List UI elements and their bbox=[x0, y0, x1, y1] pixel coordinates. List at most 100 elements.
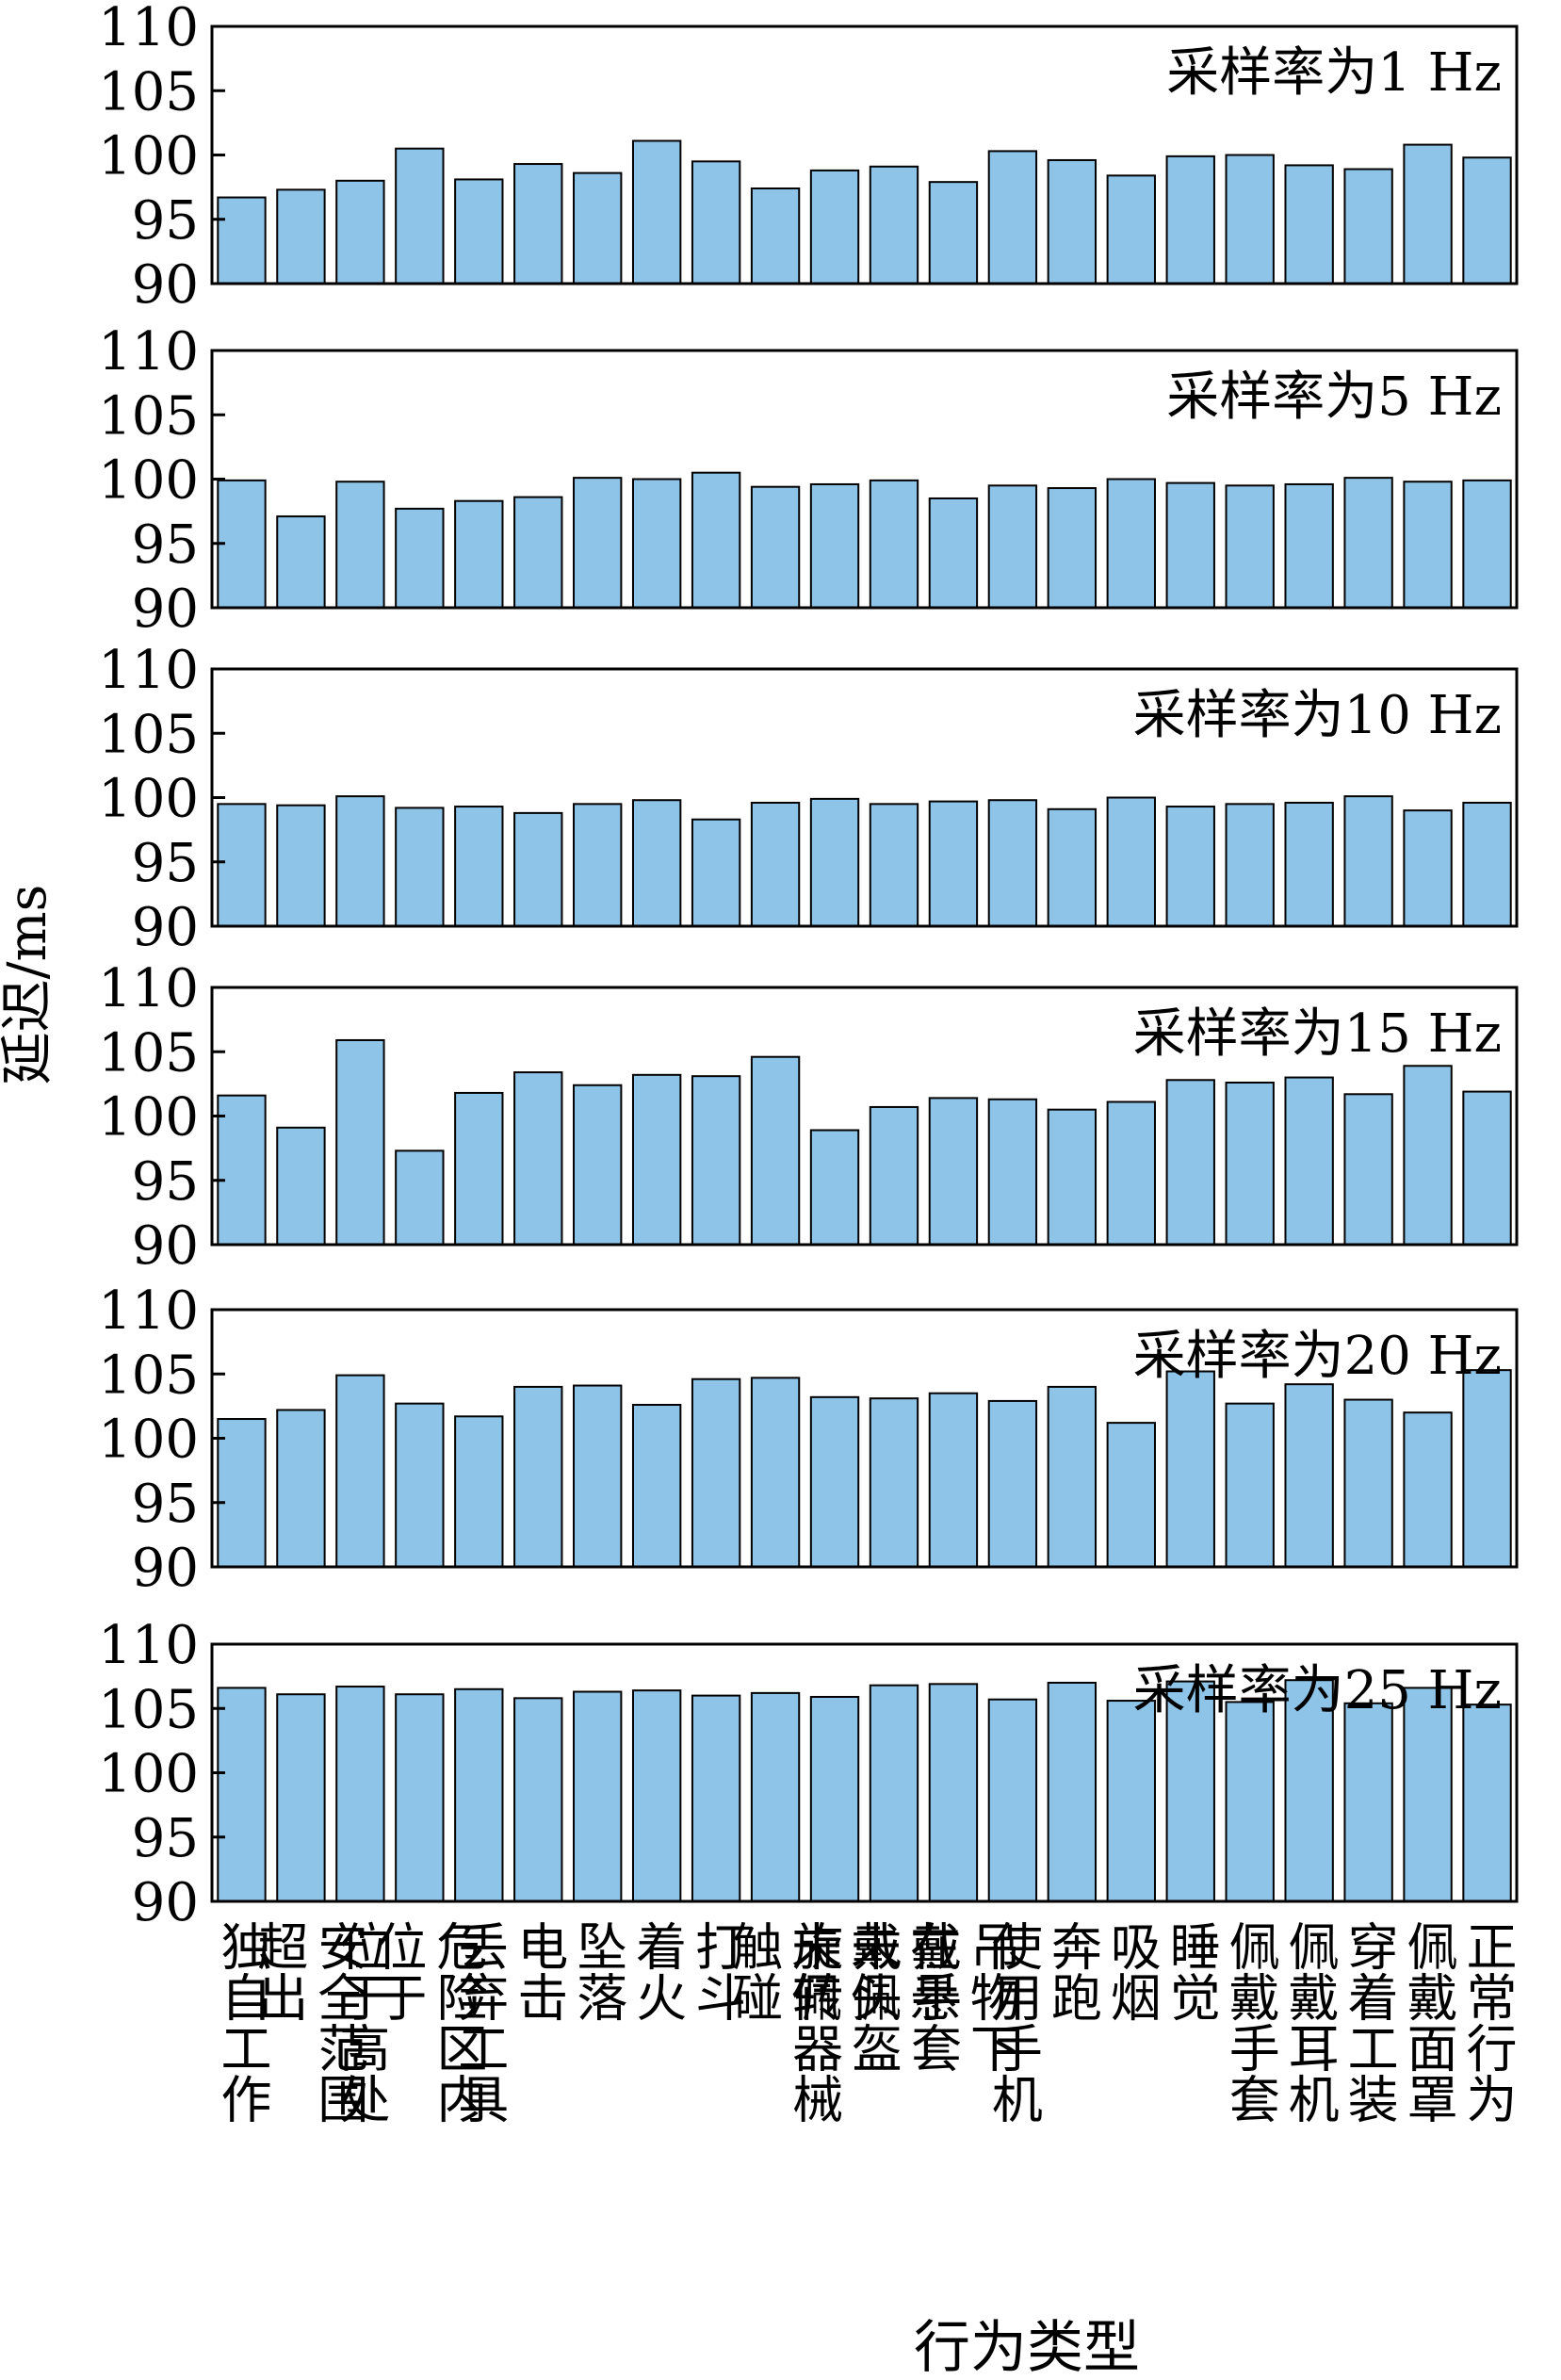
bar bbox=[395, 1149, 445, 1246]
x-tick-label: 佩戴面罩 bbox=[1398, 1920, 1457, 2124]
y-tick-label: 105 bbox=[98, 1345, 199, 1406]
bar bbox=[395, 147, 445, 285]
bar bbox=[869, 165, 919, 285]
bar bbox=[631, 1073, 682, 1246]
x-tick-label: 使用手机 bbox=[983, 1920, 1042, 2124]
bar bbox=[1106, 1422, 1156, 1568]
bar bbox=[335, 1686, 385, 1903]
bar bbox=[1343, 795, 1393, 928]
bar bbox=[809, 482, 860, 610]
bar bbox=[1225, 1082, 1275, 1247]
x-tick-label: 未佩 bbox=[841, 1920, 901, 2022]
bar bbox=[1047, 1108, 1098, 1247]
bar bbox=[1462, 1703, 1512, 1903]
y-tick-label: 110 bbox=[98, 1615, 199, 1676]
y-tick-label: 105 bbox=[98, 385, 199, 447]
bar bbox=[987, 484, 1038, 610]
bar bbox=[395, 1693, 445, 1902]
bar bbox=[1165, 1079, 1215, 1247]
bar bbox=[1284, 1383, 1334, 1569]
panel-title: 采样率为10 Hz bbox=[1133, 685, 1502, 746]
bar bbox=[276, 1693, 326, 1902]
bar bbox=[750, 485, 801, 609]
bar bbox=[987, 1098, 1038, 1246]
y-tick-label: 90 bbox=[132, 579, 199, 640]
y-tick-label: 90 bbox=[132, 254, 199, 316]
bar bbox=[928, 1097, 979, 1247]
bar bbox=[335, 1374, 385, 1568]
bar bbox=[573, 1384, 623, 1569]
bar bbox=[335, 179, 385, 285]
x-tick-label: 打斗 bbox=[687, 1920, 746, 2022]
y-tick-label: 95 bbox=[132, 514, 199, 576]
bar bbox=[1343, 1093, 1393, 1247]
y-tick-label: 100 bbox=[98, 1087, 199, 1149]
bar bbox=[1462, 1090, 1512, 1246]
x-tick-label: 丢弃工具 bbox=[449, 1920, 509, 2124]
bar bbox=[1462, 156, 1512, 285]
bar bbox=[573, 803, 623, 928]
bar bbox=[276, 188, 326, 285]
x-tick-label: 独自工作 bbox=[212, 1920, 271, 2124]
bar bbox=[1284, 164, 1334, 285]
bar bbox=[928, 497, 979, 609]
bar bbox=[217, 803, 267, 928]
bar bbox=[1225, 1402, 1275, 1569]
bar bbox=[869, 479, 919, 609]
x-tick-label: 奔跑 bbox=[1042, 1920, 1101, 2022]
bar bbox=[750, 1691, 801, 1902]
bar bbox=[987, 1399, 1038, 1569]
bar bbox=[1165, 481, 1215, 609]
bar bbox=[631, 1689, 682, 1903]
bar bbox=[335, 481, 385, 610]
bar bbox=[454, 1091, 504, 1247]
x-tick-label: 吸烟 bbox=[1101, 1920, 1161, 2022]
bar bbox=[691, 1377, 741, 1568]
bar bbox=[1106, 478, 1156, 609]
bar bbox=[276, 1126, 326, 1247]
y-tick-label: 100 bbox=[98, 126, 199, 187]
y-tick-label: 95 bbox=[132, 1151, 199, 1213]
y-tick-label: 110 bbox=[98, 0, 199, 58]
bar bbox=[691, 1694, 741, 1902]
bar bbox=[1225, 154, 1275, 285]
bar bbox=[987, 150, 1038, 285]
bar bbox=[217, 479, 267, 609]
y-tick-label: 110 bbox=[98, 958, 199, 1019]
x-tick-label: 穿着工装 bbox=[1339, 1920, 1398, 2124]
y-tick-label: 95 bbox=[132, 1808, 199, 1869]
bar bbox=[1225, 484, 1275, 610]
bar bbox=[1225, 1701, 1275, 1903]
bar bbox=[928, 1392, 979, 1568]
bar bbox=[928, 800, 979, 927]
bar bbox=[750, 187, 801, 285]
bar bbox=[750, 1377, 801, 1568]
bar bbox=[869, 803, 919, 928]
bar bbox=[513, 1697, 563, 1902]
bar bbox=[573, 1690, 623, 1902]
bar bbox=[1403, 1065, 1453, 1247]
bar bbox=[1403, 1411, 1453, 1568]
y-tick-label: 105 bbox=[98, 704, 199, 765]
bar bbox=[454, 1687, 504, 1903]
bar bbox=[1343, 477, 1393, 610]
bar bbox=[395, 507, 445, 610]
x-tick-label: 戴头盔 bbox=[843, 1920, 902, 2073]
bar bbox=[809, 797, 860, 927]
bar bbox=[1225, 803, 1275, 928]
bar bbox=[1343, 1702, 1393, 1903]
bar bbox=[1284, 482, 1334, 610]
bar bbox=[454, 1415, 504, 1569]
x-tick-label: 佩戴耳机 bbox=[1279, 1920, 1339, 2124]
bar bbox=[631, 1404, 682, 1569]
bar bbox=[1165, 806, 1215, 927]
bar bbox=[1106, 796, 1156, 927]
bar bbox=[869, 1105, 919, 1246]
y-tick-label: 90 bbox=[132, 897, 199, 958]
y-tick-label: 100 bbox=[98, 1410, 199, 1471]
bar bbox=[987, 799, 1038, 927]
bar bbox=[395, 1402, 445, 1569]
bar bbox=[691, 1075, 741, 1247]
